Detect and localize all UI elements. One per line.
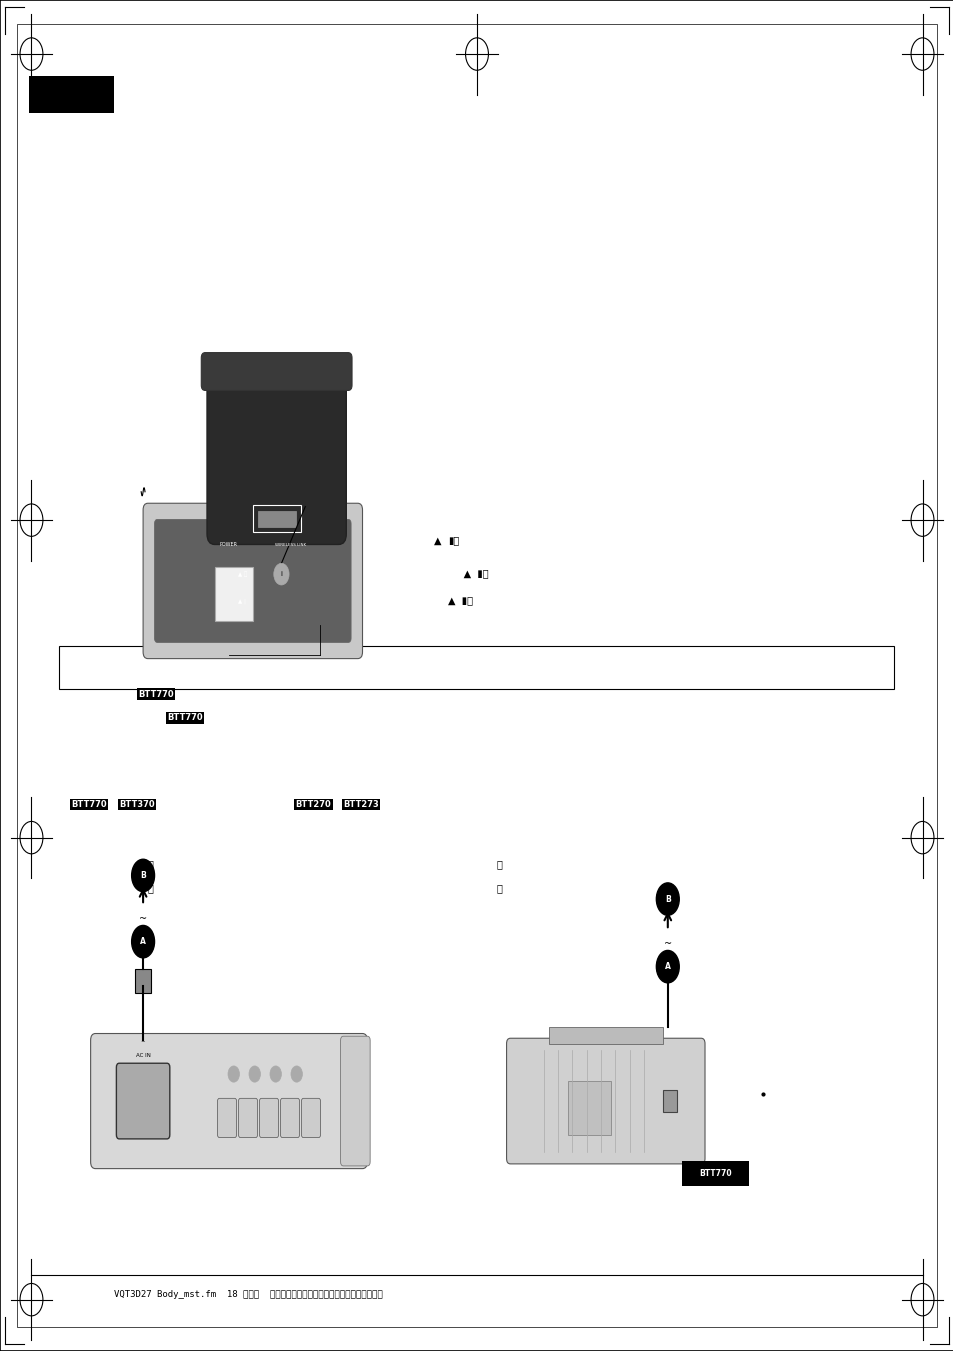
Bar <box>59 646 893 689</box>
Text: ▲ ⏻: ▲ ⏻ <box>238 571 248 577</box>
Text: ▲: ▲ <box>434 535 441 546</box>
Bar <box>300 492 329 511</box>
Text: Ⓑ: Ⓑ <box>496 859 501 869</box>
Text: Ⓐ: Ⓐ <box>496 884 501 893</box>
Bar <box>681 1162 748 1186</box>
Circle shape <box>249 1066 260 1082</box>
Text: B: B <box>140 871 146 880</box>
Bar <box>567 1081 610 1135</box>
FancyBboxPatch shape <box>201 353 352 390</box>
Bar <box>257 511 295 527</box>
FancyBboxPatch shape <box>116 1063 170 1139</box>
Text: BTT370: BTT370 <box>119 800 154 809</box>
Circle shape <box>656 884 679 916</box>
FancyBboxPatch shape <box>217 1098 236 1138</box>
Text: POWER: POWER <box>220 542 237 547</box>
Text: ▮⏻: ▮⏻ <box>448 535 459 546</box>
FancyBboxPatch shape <box>259 1098 278 1138</box>
Text: BTT273: BTT273 <box>343 800 378 809</box>
Circle shape <box>656 951 679 984</box>
FancyBboxPatch shape <box>280 1098 299 1138</box>
FancyBboxPatch shape <box>207 361 346 544</box>
Text: BTT270: BTT270 <box>295 800 331 809</box>
Text: ▲  ▮⏻: ▲ ▮⏻ <box>448 567 489 578</box>
FancyBboxPatch shape <box>238 1098 257 1138</box>
Circle shape <box>291 1066 302 1082</box>
FancyBboxPatch shape <box>340 1036 370 1166</box>
Text: BTT770: BTT770 <box>699 1169 731 1178</box>
Text: B: B <box>664 894 670 904</box>
Text: VQT3D27 Body_mst.fm  18 ページ  ２０１１年１月６日　木曜日　午後１時３６分: VQT3D27 Body_mst.fm 18 ページ ２０１１年１月６日 木曜日… <box>114 1290 383 1300</box>
Bar <box>253 505 300 532</box>
Text: ▲ |: ▲ | <box>238 598 246 604</box>
Text: A: A <box>140 938 146 946</box>
Text: BTT770: BTT770 <box>138 690 173 698</box>
FancyBboxPatch shape <box>143 504 362 659</box>
Text: Ⓑ: Ⓑ <box>148 859 153 869</box>
Text: ~: ~ <box>139 913 147 924</box>
FancyBboxPatch shape <box>301 1098 320 1138</box>
Text: A: A <box>664 962 670 971</box>
Text: ▲  ▮⏻: ▲ ▮⏻ <box>448 594 473 605</box>
FancyBboxPatch shape <box>506 1039 704 1165</box>
Text: i: i <box>280 571 282 577</box>
Text: Ⓐ: Ⓐ <box>148 884 153 893</box>
Bar <box>135 969 151 993</box>
Circle shape <box>132 925 154 958</box>
Circle shape <box>228 1066 239 1082</box>
FancyBboxPatch shape <box>154 520 351 643</box>
Text: ~: ~ <box>141 1039 145 1044</box>
Text: WIRELESS LINK: WIRELESS LINK <box>275 543 306 547</box>
Text: AC IN: AC IN <box>135 1052 151 1058</box>
Text: ~: ~ <box>663 939 671 948</box>
Bar <box>29 76 114 113</box>
FancyBboxPatch shape <box>91 1034 367 1169</box>
Bar <box>548 1027 662 1043</box>
Circle shape <box>270 1066 281 1082</box>
Bar <box>214 567 253 621</box>
Text: BTT770: BTT770 <box>167 713 202 723</box>
Text: BTT770: BTT770 <box>71 800 107 809</box>
Circle shape <box>274 563 289 585</box>
Circle shape <box>132 859 154 892</box>
Bar <box>662 1090 677 1112</box>
